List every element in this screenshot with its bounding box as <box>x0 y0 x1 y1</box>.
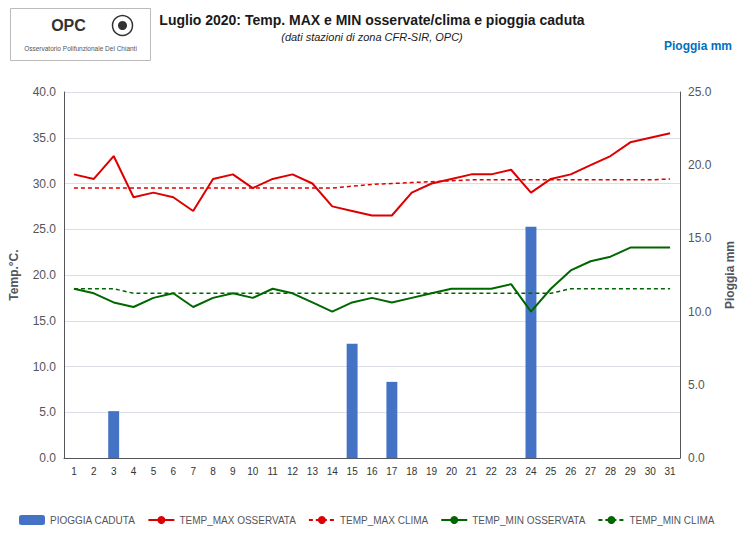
svg-text:10.0: 10.0 <box>688 305 712 319</box>
svg-text:20.0: 20.0 <box>33 268 57 282</box>
svg-text:2: 2 <box>91 466 97 477</box>
svg-text:PIOGGIA CADUTA: PIOGGIA CADUTA <box>50 515 135 526</box>
svg-text:40.0: 40.0 <box>33 85 57 99</box>
svg-text:1: 1 <box>71 466 77 477</box>
svg-text:23: 23 <box>506 466 518 477</box>
svg-text:(dati stazioni di zona CFR-SIR: (dati stazioni di zona CFR-SIR, OPC) <box>281 31 463 43</box>
svg-text:5: 5 <box>151 466 157 477</box>
svg-text:25.0: 25.0 <box>688 85 712 99</box>
svg-text:24: 24 <box>525 466 537 477</box>
svg-text:22: 22 <box>486 466 498 477</box>
svg-text:12: 12 <box>287 466 299 477</box>
svg-text:11: 11 <box>267 466 278 477</box>
svg-text:25.0: 25.0 <box>33 222 57 236</box>
svg-text:Luglio 2020: Temp. MAX e MIN o: Luglio 2020: Temp. MAX e MIN osservate/c… <box>159 12 585 28</box>
svg-text:TEMP_MIN CLIMA: TEMP_MIN CLIMA <box>629 515 714 526</box>
svg-text:18: 18 <box>406 466 418 477</box>
svg-text:26: 26 <box>565 466 577 477</box>
svg-text:6: 6 <box>171 466 177 477</box>
svg-text:14: 14 <box>327 466 339 477</box>
svg-text:5.0: 5.0 <box>39 405 56 419</box>
svg-text:31: 31 <box>665 466 677 477</box>
svg-text:3: 3 <box>111 466 117 477</box>
svg-text:17: 17 <box>386 466 398 477</box>
svg-text:25: 25 <box>545 466 557 477</box>
svg-text:TEMP_MIN OSSERVATA: TEMP_MIN OSSERVATA <box>472 515 585 526</box>
svg-text:27: 27 <box>585 466 597 477</box>
svg-text:Pioggia mm: Pioggia mm <box>664 39 732 53</box>
svg-text:0.0: 0.0 <box>39 451 56 465</box>
svg-text:10: 10 <box>247 466 259 477</box>
svg-text:15.0: 15.0 <box>688 231 712 245</box>
svg-text:15.0: 15.0 <box>33 314 57 328</box>
svg-text:20: 20 <box>446 466 458 477</box>
svg-text:20.0: 20.0 <box>688 158 712 172</box>
svg-text:7: 7 <box>190 466 196 477</box>
svg-text:OPC: OPC <box>51 17 86 34</box>
svg-text:13: 13 <box>307 466 319 477</box>
svg-text:0.0: 0.0 <box>688 451 705 465</box>
svg-text:Pioggia mm: Pioggia mm <box>723 241 737 309</box>
svg-text:10.0: 10.0 <box>33 360 57 374</box>
svg-text:29: 29 <box>625 466 637 477</box>
svg-text:TEMP_MAX OSSERVATA: TEMP_MAX OSSERVATA <box>179 515 296 526</box>
svg-text:30: 30 <box>645 466 657 477</box>
svg-text:9: 9 <box>230 466 236 477</box>
svg-text:28: 28 <box>605 466 617 477</box>
svg-text:Osservatorio Polifunzionale De: Osservatorio Polifunzionale Del Chianti <box>24 45 137 52</box>
svg-text:TEMP_MAX CLIMA: TEMP_MAX CLIMA <box>340 515 429 526</box>
svg-text:16: 16 <box>366 466 378 477</box>
svg-text:Temp.°C.: Temp.°C. <box>7 249 21 300</box>
svg-text:15: 15 <box>347 466 359 477</box>
svg-text:8: 8 <box>210 466 216 477</box>
svg-text:35.0: 35.0 <box>33 131 57 145</box>
svg-text:5.0: 5.0 <box>688 378 705 392</box>
svg-text:21: 21 <box>466 466 478 477</box>
svg-text:4: 4 <box>131 466 137 477</box>
svg-text:30.0: 30.0 <box>33 177 57 191</box>
svg-text:19: 19 <box>426 466 438 477</box>
